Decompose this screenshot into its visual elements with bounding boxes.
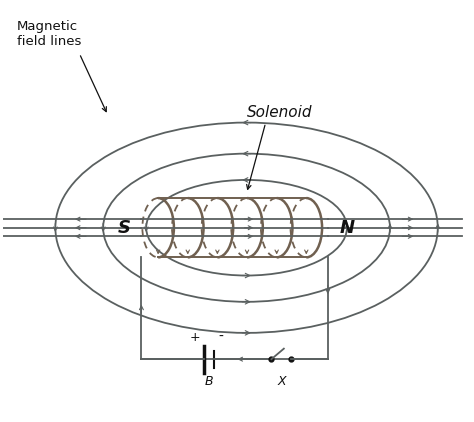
Text: Solenoid: Solenoid <box>247 105 313 120</box>
Text: X: X <box>278 376 286 389</box>
Text: S: S <box>118 219 131 237</box>
Text: -: - <box>219 330 224 344</box>
Text: +: + <box>190 331 201 344</box>
Text: Magnetic
field lines: Magnetic field lines <box>17 20 82 48</box>
Text: B: B <box>205 376 214 389</box>
Text: N: N <box>339 219 355 237</box>
